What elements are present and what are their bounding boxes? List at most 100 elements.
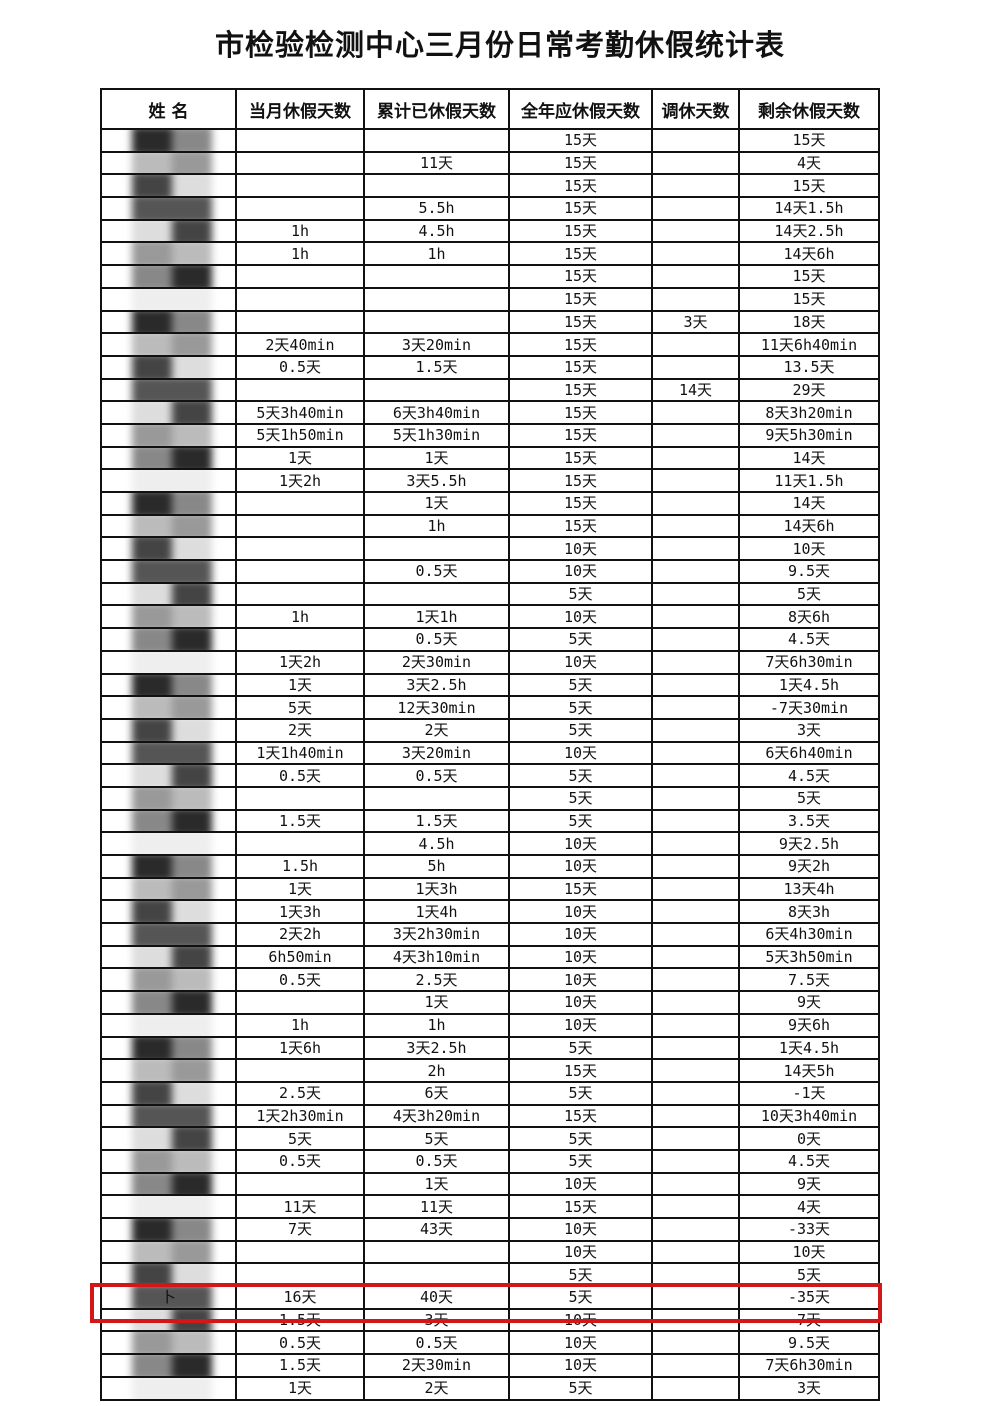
- compensatory-cell: [651, 241, 740, 267]
- redacted-name-blur: [132, 221, 212, 241]
- name-cell: [100, 672, 237, 698]
- redacted-name-blur: [132, 516, 212, 536]
- remaining-cell: 9天2.5h: [738, 831, 880, 856]
- cumulative-leave-cell: 4天3h20min: [363, 1103, 510, 1129]
- annual-entitlement-cell: 10天: [508, 1171, 653, 1197]
- month-leave-cell: 1天2h30min: [235, 1103, 365, 1129]
- remaining-cell: 4天: [738, 1194, 880, 1219]
- month-leave-cell: 16天: [235, 1285, 365, 1310]
- name-cell: [100, 332, 237, 357]
- annual-entitlement-cell: 15天: [508, 513, 653, 539]
- redacted-name-blur: [132, 1265, 212, 1285]
- annual-entitlement-cell: 15天: [508, 150, 653, 176]
- remaining-cell: -35天: [738, 1285, 880, 1310]
- annual-entitlement-cell: 15天: [508, 332, 653, 357]
- redacted-name-blur: [132, 1242, 212, 1262]
- remaining-cell: 14天6h: [738, 513, 880, 539]
- cumulative-leave-cell: 5h: [363, 854, 510, 879]
- redacted-name-blur: [132, 1106, 212, 1126]
- month-leave-cell: [235, 173, 365, 199]
- table-row: 1天 3天2.5h 5天 1天4.5h: [100, 672, 880, 698]
- compensatory-cell: [651, 1171, 740, 1197]
- month-leave-cell: 1天: [235, 876, 365, 902]
- compensatory-cell: [651, 740, 740, 766]
- table-row: 10天 10天: [100, 536, 880, 562]
- redacted-name-blur: [132, 1015, 212, 1035]
- cumulative-leave-cell: 6天3h40min: [363, 400, 510, 425]
- cumulative-leave-cell: [363, 785, 510, 811]
- redacted-name-blur: [132, 1083, 212, 1103]
- name-cell: [100, 1126, 237, 1151]
- table-row: 0.5天 0.5天 5天 4.5天: [100, 1148, 880, 1174]
- redacted-name-blur: [132, 902, 212, 922]
- name-cell: [100, 695, 237, 720]
- remaining-cell: 8天3h20min: [738, 400, 880, 425]
- cumulative-leave-cell: 4.5h: [363, 831, 510, 856]
- redacted-name-blur: [132, 834, 212, 854]
- redacted-name-blur: [132, 743, 212, 763]
- remaining-cell: 6天6h40min: [738, 740, 880, 766]
- table-row: 卜 16天 40天 5天 -35天: [100, 1285, 880, 1310]
- redacted-name-blur: [132, 607, 212, 627]
- compensatory-cell: [651, 128, 740, 153]
- header-remaining: 剩余休假天数: [738, 88, 880, 130]
- month-leave-cell: 0.5天: [235, 1148, 365, 1174]
- compensatory-cell: [651, 785, 740, 811]
- compensatory-cell: [651, 218, 740, 244]
- cumulative-leave-cell: [363, 128, 510, 153]
- redacted-name-blur: [132, 562, 212, 581]
- remaining-cell: 11天6h40min: [738, 332, 880, 357]
- name-cell: [100, 468, 237, 493]
- name-cell: [100, 559, 237, 584]
- table-row: 6h50min 4天3h10min 10天 5天3h50min: [100, 944, 880, 970]
- remaining-cell: 9天2h: [738, 854, 880, 879]
- remaining-cell: 8天6h: [738, 604, 880, 630]
- remaining-cell: -7天30min: [738, 695, 880, 720]
- table-row: 1天3h 1天4h 10天 8天3h: [100, 899, 880, 925]
- name-cell: [100, 1217, 237, 1242]
- redacted-name-blur: [132, 357, 212, 377]
- table-row: 1h 1h 10天 9天6h: [100, 1012, 880, 1038]
- remaining-cell: 10天: [738, 1239, 880, 1265]
- annual-entitlement-cell: 10天: [508, 649, 653, 675]
- compensatory-cell: [651, 264, 740, 289]
- annual-entitlement-cell: 15天: [508, 876, 653, 902]
- remaining-cell: 6天4h30min: [738, 922, 880, 947]
- compensatory-cell: [651, 1035, 740, 1061]
- table-row: 1天2h 2天30min 10天 7天6h30min: [100, 649, 880, 675]
- annual-entitlement-cell: 5天: [508, 1148, 653, 1174]
- name-cell: [100, 354, 237, 380]
- name-cell: [100, 1103, 237, 1129]
- month-leave-cell: 1.5h: [235, 854, 365, 879]
- month-leave-cell: 6h50min: [235, 944, 365, 970]
- annual-entitlement-cell: 15天: [508, 218, 653, 244]
- compensatory-cell: [651, 831, 740, 856]
- compensatory-cell: [651, 672, 740, 698]
- redacted-name-blur: [132, 788, 212, 808]
- name-cell: [100, 173, 237, 199]
- redacted-name-blur: [132, 539, 212, 559]
- cumulative-leave-cell: [363, 536, 510, 562]
- annual-entitlement-cell: 10天: [508, 559, 653, 584]
- month-leave-cell: [235, 1058, 365, 1083]
- compensatory-cell: [651, 922, 740, 947]
- name-cell: [100, 1353, 237, 1378]
- cumulative-leave-cell: 1天4h: [363, 899, 510, 925]
- name-cell: [100, 1171, 237, 1197]
- month-leave-cell: 1.5天: [235, 1353, 365, 1378]
- name-cell: [100, 740, 237, 766]
- compensatory-cell: [651, 1058, 740, 1083]
- annual-entitlement-cell: 15天: [508, 1058, 653, 1083]
- table-row: 2天40min 3天20min 15天 11天6h40min: [100, 332, 880, 357]
- name-cell: [100, 944, 237, 970]
- annual-entitlement-cell: 15天: [508, 196, 653, 221]
- compensatory-cell: [651, 695, 740, 720]
- redacted-name-blur: [132, 471, 212, 491]
- annual-entitlement-cell: 5天: [508, 808, 653, 834]
- compensatory-cell: [651, 581, 740, 607]
- month-leave-cell: 7天: [235, 1217, 365, 1242]
- redacted-name-blur: [132, 1174, 212, 1194]
- cumulative-leave-cell: 12天30min: [363, 695, 510, 720]
- month-leave-cell: 5天: [235, 1126, 365, 1151]
- attendance-table: 姓 名 当月休假天数 累计已休假天数 全年应休假天数 调休天数 剩余休假天数 1…: [100, 88, 880, 1401]
